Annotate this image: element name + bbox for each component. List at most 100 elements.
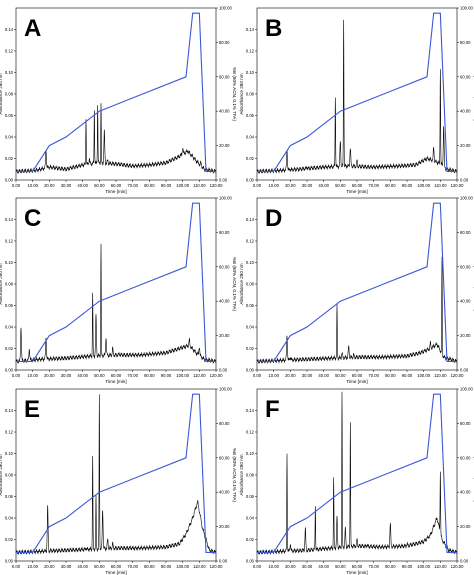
x-tick-label: 50.00 bbox=[94, 564, 105, 569]
x-tick-label: 90.00 bbox=[402, 373, 413, 378]
y-right-tick-label: 100.00 bbox=[219, 196, 232, 201]
y-left-tick-label: 0.02 bbox=[5, 537, 14, 542]
y-left-tick-label: 0.14 bbox=[246, 217, 255, 222]
y-left-tick-label: 0.02 bbox=[246, 156, 255, 161]
x-tick-label: 20.00 bbox=[44, 183, 55, 188]
y-left-axis-title: Absorbance 280 nm bbox=[0, 454, 3, 495]
y-left-tick-label: 0.00 bbox=[5, 559, 14, 564]
x-tick-label: 90.00 bbox=[161, 564, 172, 569]
x-tick-label: 80.00 bbox=[144, 183, 155, 188]
x-tick-label: 110.00 bbox=[193, 564, 206, 569]
y-left-tick-label: 0.02 bbox=[5, 346, 14, 351]
x-tick-label: 20.00 bbox=[285, 183, 296, 188]
y-left-tick-label: 0.12 bbox=[246, 430, 255, 435]
y-left-tick-label: 0.12 bbox=[246, 239, 255, 244]
y-right-tick-label: 80.00 bbox=[219, 421, 230, 426]
y-left-tick-label: 0.00 bbox=[5, 178, 14, 183]
plot-frame bbox=[15, 7, 217, 181]
y-right-tick-label: 80.00 bbox=[219, 40, 230, 45]
x-tick-label: 110.00 bbox=[193, 183, 206, 188]
gradient-line bbox=[257, 202, 457, 362]
x-tick-label: 40.00 bbox=[318, 373, 329, 378]
x-tick-label: 120.00 bbox=[210, 373, 223, 378]
y-left-tick-label: 0.00 bbox=[5, 368, 14, 373]
y-left-tick-label: 0.14 bbox=[246, 27, 255, 32]
y-right-tick-label: 60.00 bbox=[219, 455, 230, 460]
x-tick-label: 40.00 bbox=[77, 183, 88, 188]
x-tick-label: 20.00 bbox=[44, 564, 55, 569]
x-tick-label: 70.00 bbox=[368, 373, 379, 378]
y-left-tick-label: 0.12 bbox=[5, 430, 14, 435]
panel-label: E bbox=[24, 396, 40, 423]
y-right-tick-label: 0.00 bbox=[460, 178, 469, 183]
y-right-tick-label: 20.00 bbox=[460, 143, 471, 148]
x-axis-title: Time [min] bbox=[105, 379, 126, 384]
y-right-tick-label: 60.00 bbox=[460, 455, 471, 460]
x-tick-label: 20.00 bbox=[44, 373, 55, 378]
x-tick-label: 70.00 bbox=[368, 183, 379, 188]
x-tick-label: 120.00 bbox=[451, 183, 464, 188]
x-tick-label: 120.00 bbox=[210, 183, 223, 188]
x-tick-label: 100.00 bbox=[176, 183, 189, 188]
x-tick-label: 10.00 bbox=[27, 373, 38, 378]
y-right-tick-label: 60.00 bbox=[460, 264, 471, 269]
y-left-tick-label: 0.08 bbox=[246, 473, 255, 478]
x-tick-label: 0.00 bbox=[253, 183, 262, 188]
x-tick-label: 70.00 bbox=[127, 564, 138, 569]
x-tick-label: 60.00 bbox=[352, 373, 363, 378]
y-right-tick-label: 0.00 bbox=[219, 178, 228, 183]
x-tick-label: 0.00 bbox=[12, 564, 21, 569]
y-left-tick-label: 0.10 bbox=[246, 70, 255, 75]
x-tick-label: 120.00 bbox=[451, 564, 464, 569]
y-left-tick-label: 0.00 bbox=[246, 559, 255, 564]
y-right-tick-label: 20.00 bbox=[219, 524, 230, 529]
y-right-tick-label: 100.00 bbox=[460, 196, 473, 201]
x-tick-label: 40.00 bbox=[318, 564, 329, 569]
plot-frame bbox=[256, 197, 458, 371]
chart-panel-d: 0.00 10.00 20.00 30.00 40.00 50.00 60.00 70.00 8… bbox=[239, 196, 474, 385]
y-left-axis-title: Absorbance 280 nm bbox=[0, 263, 3, 304]
x-tick-label: 110.00 bbox=[434, 373, 447, 378]
x-axis-title: Time [min] bbox=[346, 570, 367, 575]
gradient-line bbox=[257, 393, 457, 553]
plot-frame bbox=[256, 7, 458, 181]
x-tick-label: 40.00 bbox=[77, 373, 88, 378]
x-tick-label: 0.00 bbox=[12, 183, 21, 188]
y-right-tick-label: 0.00 bbox=[219, 559, 228, 564]
x-axis-title: Time [min] bbox=[105, 189, 126, 194]
plot-frame bbox=[15, 388, 217, 562]
y-right-tick-label: 0.00 bbox=[219, 368, 228, 373]
x-tick-label: 70.00 bbox=[127, 183, 138, 188]
x-tick-label: 110.00 bbox=[434, 564, 447, 569]
y-left-tick-label: 0.14 bbox=[5, 27, 14, 32]
x-tick-label: 50.00 bbox=[335, 183, 346, 188]
y-left-axis-title: Absorbance 280 nm bbox=[239, 454, 244, 495]
y-right-axis-title: %B (80% ACN, 0.1% TFA) bbox=[232, 67, 237, 122]
y-left-tick-label: 0.10 bbox=[5, 70, 14, 75]
x-tick-label: 110.00 bbox=[193, 373, 206, 378]
x-tick-label: 60.00 bbox=[352, 183, 363, 188]
y-left-tick-label: 0.08 bbox=[246, 282, 255, 287]
y-right-tick-label: 100.00 bbox=[460, 6, 473, 11]
x-tick-label: 120.00 bbox=[451, 373, 464, 378]
x-tick-label: 0.00 bbox=[253, 373, 262, 378]
x-tick-label: 80.00 bbox=[144, 564, 155, 569]
y-left-tick-label: 0.08 bbox=[5, 92, 14, 97]
x-tick-label: 100.00 bbox=[176, 373, 189, 378]
x-tick-label: 60.00 bbox=[111, 373, 122, 378]
x-tick-label: 100.00 bbox=[176, 564, 189, 569]
y-left-axis-title: Absorbance 280 nm bbox=[0, 73, 3, 114]
y-left-tick-label: 0.08 bbox=[5, 473, 14, 478]
x-tick-label: 120.00 bbox=[210, 564, 223, 569]
chart-panel-f: 0.00 10.00 20.00 30.00 40.00 50.00 60.00 70.00 8… bbox=[239, 387, 474, 575]
x-axis-title: Time [min] bbox=[105, 570, 126, 575]
x-tick-label: 90.00 bbox=[402, 183, 413, 188]
y-left-tick-label: 0.14 bbox=[246, 408, 255, 413]
y-left-tick-label: 0.14 bbox=[5, 217, 14, 222]
y-left-tick-label: 0.06 bbox=[246, 303, 255, 308]
gradient-line bbox=[16, 393, 216, 553]
gradient-line bbox=[16, 202, 216, 362]
x-tick-label: 60.00 bbox=[111, 183, 122, 188]
y-left-tick-label: 0.04 bbox=[5, 135, 14, 140]
x-tick-label: 20.00 bbox=[285, 373, 296, 378]
